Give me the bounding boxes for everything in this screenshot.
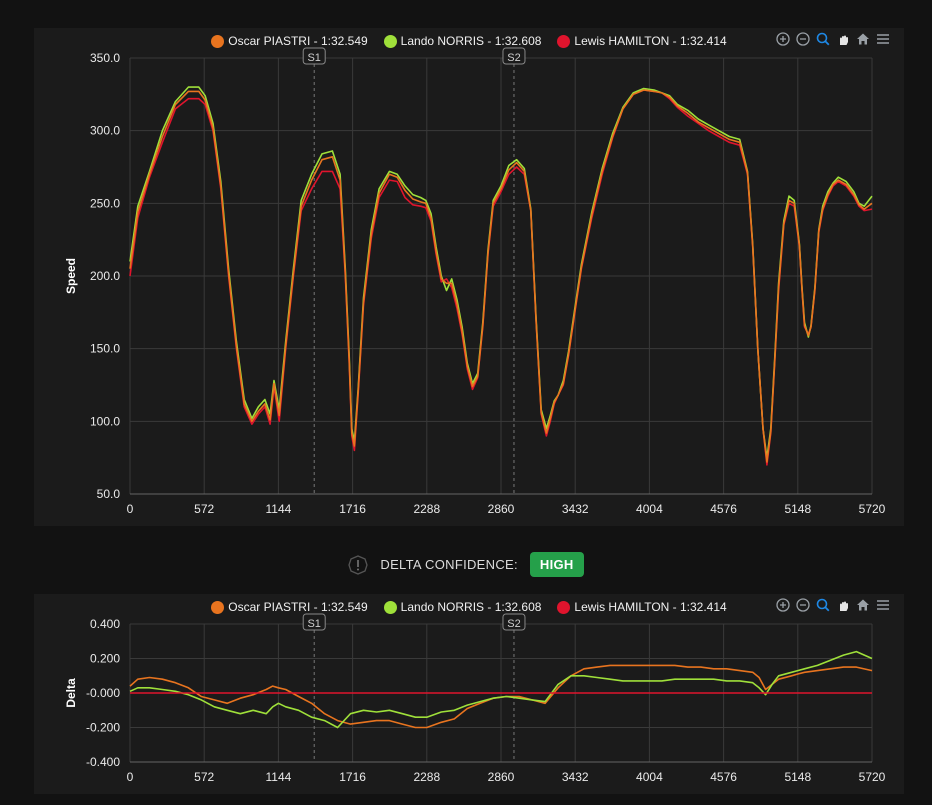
legend-dot-hamilton <box>557 600 571 614</box>
legend-item-piastri[interactable]: Oscar PIASTRI - 1:32.549 <box>211 600 368 614</box>
menu-icon[interactable] <box>876 598 890 612</box>
menu-icon[interactable] <box>876 32 890 46</box>
delta-toolbar <box>776 598 890 612</box>
zoom-select-icon[interactable] <box>816 598 830 612</box>
sector-badge-s1 <box>302 47 326 65</box>
x-tick-label: 5720 <box>859 502 886 516</box>
zoom-out-icon[interactable] <box>796 598 810 612</box>
legend-item-norris[interactable]: Lando NORRIS - 1:32.608 <box>383 34 542 48</box>
y-tick-label: 350.0 <box>90 51 120 65</box>
y-tick-label: -0.200 <box>86 721 120 735</box>
legend-item-hamilton[interactable]: Lewis HAMILTON - 1:32.414 <box>557 34 727 48</box>
zoom-out-icon[interactable] <box>796 32 810 46</box>
y-tick-label: 200.0 <box>90 269 120 283</box>
x-tick-label: 5148 <box>784 770 811 784</box>
x-tick-label: 2860 <box>488 502 515 516</box>
x-tick-label: 4004 <box>636 502 663 516</box>
x-tick-label: 1144 <box>265 770 291 784</box>
sector-label-s1: S1 <box>307 52 320 64</box>
y-tick-label: 0.400 <box>90 617 120 631</box>
legend-dot-hamilton <box>557 34 571 48</box>
speed-series-piastri[interactable] <box>129 89 873 463</box>
delta-plot[interactable]: 0 572 1144 1716 2288 2860 3432 4004 4576 5148 5720… <box>34 594 904 794</box>
delta-confidence-badge: HIGH <box>529 552 584 577</box>
legend-label-norris: Lando NORRIS - 1:32.608 <box>400 34 542 48</box>
zoom-in-icon[interactable] <box>776 598 790 612</box>
x-tick-label: 3432 <box>562 502 589 516</box>
pan-hand-icon[interactable] <box>836 598 850 612</box>
y-tick-label: 100.0 <box>90 414 120 428</box>
legend-label-hamilton: Lewis HAMILTON - 1:32.414 <box>574 34 727 48</box>
legend-dot-piastri <box>211 34 225 48</box>
x-tick-label: 4576 <box>710 770 737 784</box>
sector-badge-s2 <box>502 613 526 631</box>
sector-label-s1: S1 <box>307 618 320 630</box>
delta-confidence-row: DELTA CONFIDENCE: HIGH <box>0 552 932 577</box>
zoom-in-icon[interactable] <box>776 32 790 46</box>
delta-confidence-label: DELTA CONFIDENCE: <box>380 557 518 572</box>
x-tick-label: 3432 <box>562 770 589 784</box>
speed-grid <box>129 57 873 495</box>
y-tick-label: 150.0 <box>90 342 120 356</box>
y-tick-label: -0.400 <box>86 755 120 769</box>
warning-icon <box>348 554 369 575</box>
legend-dot-piastri <box>211 600 225 614</box>
x-tick-label: 2288 <box>413 770 440 784</box>
legend-dot-norris <box>383 600 397 614</box>
delta-legend: Oscar PIASTRI - 1:32.549 Lando NORRIS - … <box>34 594 904 620</box>
x-tick-label: 2288 <box>413 502 440 516</box>
legend-label-hamilton: Lewis HAMILTON - 1:32.414 <box>574 600 727 614</box>
legend-item-norris[interactable]: Lando NORRIS - 1:32.608 <box>383 600 542 614</box>
delta-y-axis-title: Delta <box>64 678 78 708</box>
x-tick-label: 5720 <box>859 770 886 784</box>
y-tick-label: 50.0 <box>97 487 121 501</box>
legend-item-hamilton[interactable]: Lewis HAMILTON - 1:32.414 <box>557 600 727 614</box>
legend-dot-norris <box>383 34 397 48</box>
speed-toolbar <box>776 32 890 46</box>
x-tick-label: 572 <box>194 502 214 516</box>
x-tick-label: 5148 <box>784 502 811 516</box>
speed-legend: Oscar PIASTRI - 1:32.549 Lando NORRIS - … <box>34 28 904 54</box>
home-icon[interactable] <box>856 32 870 46</box>
speed-y-axis-title: Speed <box>64 258 78 294</box>
legend-label-piastri: Oscar PIASTRI - 1:32.549 <box>228 600 368 614</box>
y-tick-label: -0.000 <box>86 686 120 700</box>
speed-plot[interactable]: 0 572 1144 1716 2288 2860 3432 4004 4576 5148 5720… <box>34 28 904 526</box>
y-tick-label: 300.0 <box>90 124 120 138</box>
home-icon[interactable] <box>856 598 870 612</box>
x-tick-label: 1716 <box>339 502 366 516</box>
legend-label-piastri: Oscar PIASTRI - 1:32.549 <box>228 34 368 48</box>
pan-hand-icon[interactable] <box>836 32 850 46</box>
x-tick-label: 4576 <box>710 502 737 516</box>
x-tick-label: 2860 <box>488 770 515 784</box>
x-tick-label: 1716 <box>339 770 366 784</box>
sector-label-s2: S2 <box>507 52 520 64</box>
sector-badge-s1 <box>302 613 326 631</box>
delta-chart-panel: Oscar PIASTRI - 1:32.549 Lando NORRIS - … <box>34 594 904 794</box>
x-tick-label: 4004 <box>636 770 663 784</box>
zoom-select-icon[interactable] <box>816 32 830 46</box>
sector-label-s2: S2 <box>507 618 520 630</box>
x-tick-label: 0 <box>127 770 134 784</box>
x-tick-label: 1144 <box>265 502 291 516</box>
x-tick-label: 572 <box>194 770 214 784</box>
sector-badge-s2 <box>502 47 526 65</box>
y-tick-label: 250.0 <box>90 196 120 210</box>
x-tick-label: 0 <box>127 502 134 516</box>
legend-label-norris: Lando NORRIS - 1:32.608 <box>400 600 542 614</box>
legend-item-piastri[interactable]: Oscar PIASTRI - 1:32.549 <box>211 34 368 48</box>
y-tick-label: 0.200 <box>90 652 120 666</box>
speed-chart-panel: Oscar PIASTRI - 1:32.549 Lando NORRIS - … <box>34 28 904 526</box>
